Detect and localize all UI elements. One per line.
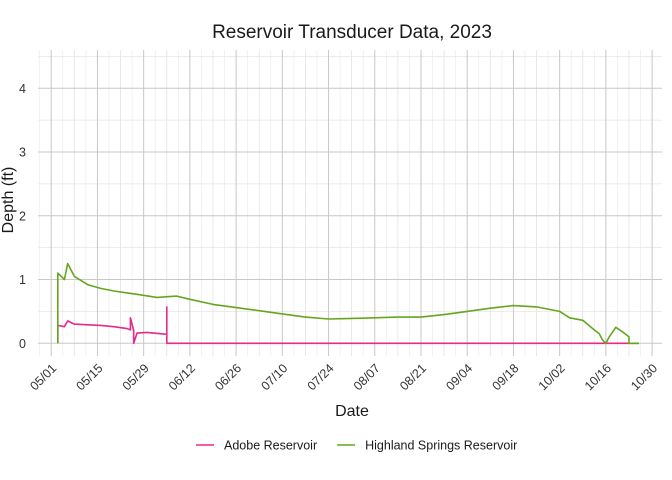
x-tick-label: 09/04 bbox=[443, 361, 475, 393]
major-gridlines bbox=[38, 50, 662, 356]
series-line-1 bbox=[57, 306, 639, 345]
x-tick-label: 08/07 bbox=[351, 361, 383, 393]
y-tick-label: 4 bbox=[19, 82, 26, 96]
y-tick-label: 1 bbox=[19, 273, 26, 287]
legend-label-1: Adobe Reservoir bbox=[224, 439, 317, 453]
x-tick-label: 10/16 bbox=[582, 361, 614, 393]
x-tick-labels: 05/01 05/15 05/29 06/12 06/26 07/10 07/24 08/07… bbox=[27, 361, 660, 393]
y-axis-label: Depth (ft) bbox=[0, 167, 17, 234]
x-tick-label: 07/24 bbox=[305, 361, 337, 393]
y-tick-label: 0 bbox=[19, 337, 26, 351]
chart-title: Reservoir Transducer Data, 2023 bbox=[212, 22, 492, 43]
x-tick-label: 10/02 bbox=[536, 361, 568, 393]
minor-gridlines bbox=[38, 50, 662, 356]
legend: Adobe Reservoir Highland Springs Reservoi… bbox=[196, 439, 517, 453]
y-tick-labels: 0 1 2 3 4 bbox=[19, 82, 26, 351]
series-line-2 bbox=[57, 262, 639, 345]
x-tick-label: 10/30 bbox=[628, 361, 660, 393]
legend-label-2: Highland Springs Reservoir bbox=[365, 439, 517, 453]
x-axis-label: Date bbox=[335, 403, 369, 420]
x-tick-label: 06/26 bbox=[212, 361, 244, 393]
series-layer bbox=[57, 262, 639, 345]
x-tick-label: 05/29 bbox=[120, 361, 152, 393]
x-tick-label: 07/10 bbox=[258, 361, 290, 393]
y-tick-label: 3 bbox=[19, 146, 26, 160]
x-tick-label: 05/15 bbox=[74, 361, 106, 393]
x-tick-label: 06/12 bbox=[166, 361, 198, 393]
x-tick-label: 08/21 bbox=[397, 361, 429, 393]
y-tick-label: 2 bbox=[19, 209, 26, 223]
x-tick-label: 09/18 bbox=[490, 361, 522, 393]
x-tick-label: 05/01 bbox=[27, 361, 59, 393]
